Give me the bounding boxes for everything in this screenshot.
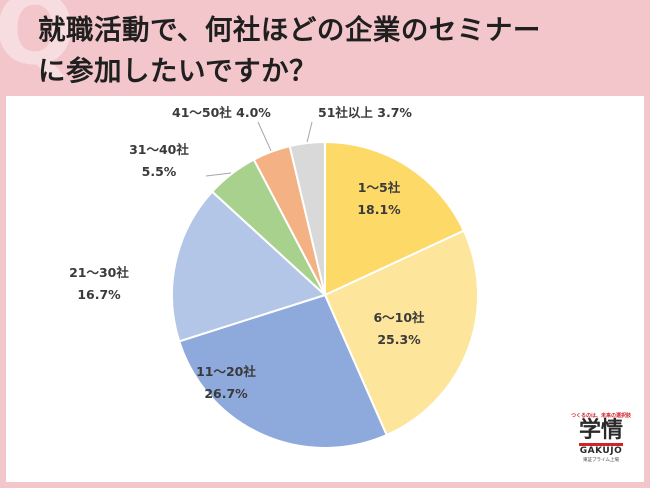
- chart-card: 1〜5社 18.1% 6〜10社 25.3% 11〜20社 26.7% 21〜30社 16.7…: [6, 96, 644, 482]
- question-mark-decoration: Q: [0, 0, 76, 86]
- chart-title: 就職活動で、何社ほどの企業のセミナー に参加したいですか？: [38, 10, 650, 92]
- slice-category-label-2: 6〜10社: [373, 310, 425, 325]
- pie-slice-7: [288, 140, 326, 296]
- pie-chart: 1〜5社 18.1% 6〜10社 25.3% 11〜20社 26.7% 21〜30社 16.7…: [69, 105, 479, 449]
- pie-slice-2: [323, 229, 479, 437]
- leader-line-7: [306, 121, 313, 143]
- slice-value-label-2: 25.3%: [377, 332, 421, 347]
- leader-line-5: [205, 172, 232, 177]
- logo-bar: [579, 443, 623, 446]
- title-line-1: 就職活動で、何社ほどの企業のセミナー: [38, 14, 541, 46]
- logo-name: 学情: [578, 418, 623, 443]
- slice-category-label-3: 11〜20社: [196, 364, 256, 379]
- slice-value-label-3: 26.7%: [204, 386, 248, 401]
- logo-tagline: つくるのは、未来の選択肢: [571, 413, 631, 419]
- logo-name-en: GAKUJO: [579, 446, 623, 456]
- pie-slice-4: [171, 190, 327, 343]
- logo-sub: 東証プライム上場: [583, 458, 619, 463]
- slice-value-label-1: 18.1%: [357, 202, 401, 217]
- leader-line-6: [257, 121, 272, 151]
- slice-label-7: 51社以上 3.7%: [318, 105, 412, 120]
- slice-value-label-5: 5.5%: [142, 164, 177, 179]
- gakujo-logo: つくるのは、未来の選択肢 学情 GAKUJO 東証プライム上場: [566, 412, 636, 482]
- slice-category-label-1: 1〜5社: [358, 180, 401, 195]
- title-line-2: に参加したいですか？: [38, 55, 318, 87]
- slice-category-label-4: 21〜30社: [69, 265, 129, 280]
- slice-value-label-4: 16.7%: [77, 287, 121, 302]
- pie-slice-3: [177, 293, 388, 449]
- slice-category-label-5: 31〜40社: [129, 142, 189, 157]
- slice-label-6: 41〜50社 4.0%: [172, 105, 271, 120]
- pie-slice-1: [324, 140, 466, 297]
